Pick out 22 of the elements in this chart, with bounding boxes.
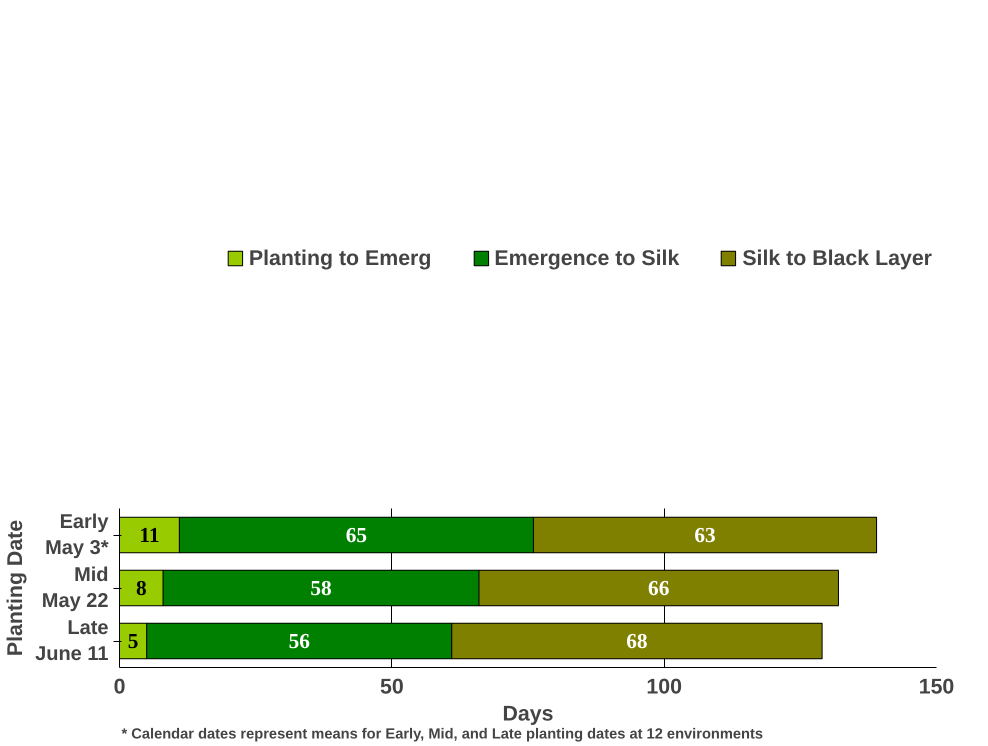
x-tick-label: 150: [918, 674, 954, 698]
legend-label: Emergence to Silk: [494, 246, 680, 270]
data-label: 8: [136, 576, 147, 600]
y-tick-label: Late June 11: [35, 616, 109, 666]
data-label: 63: [694, 523, 716, 547]
y-tick-label: Early May 3*: [45, 510, 110, 560]
legend-label: Planting to Emerg: [248, 246, 432, 270]
x-tick-label: 0: [114, 674, 126, 698]
x-tick-label: 50: [380, 674, 404, 698]
text: * Calendar dates represent means for Early, Mid, and Late planting dates at 12 environments: [122, 726, 764, 742]
x-axis-title: Days: [502, 702, 554, 726]
x-tick-label: 100: [646, 674, 682, 698]
data-label: 5: [128, 629, 138, 653]
data-label: 56: [288, 629, 310, 653]
legend-label: Silk to Black Layer: [742, 246, 932, 270]
y-axis-title: Planting Date: [3, 520, 28, 656]
data-label: 11: [139, 523, 160, 547]
data-label: 66: [648, 576, 670, 600]
data-label: 68: [626, 629, 648, 653]
data-label: 65: [346, 523, 368, 547]
data-label: 58: [310, 576, 332, 600]
y-tick-label: Mid May 22: [42, 564, 109, 612]
